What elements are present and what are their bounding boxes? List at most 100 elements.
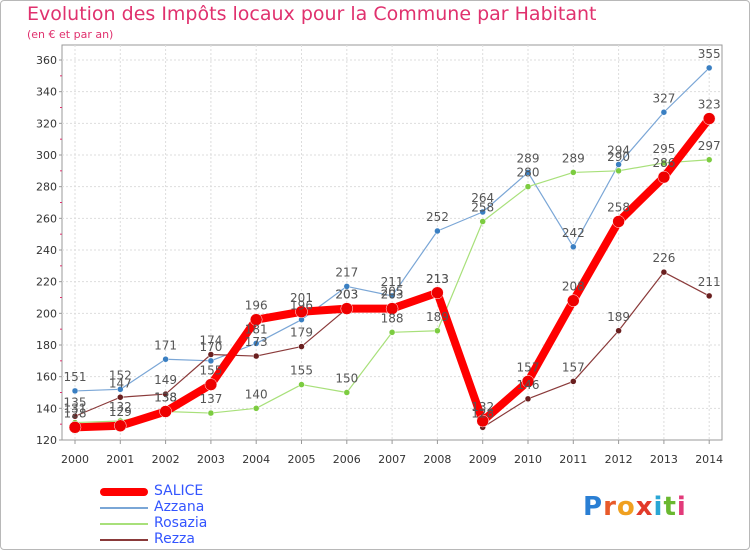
data-point-rezza [615, 327, 622, 334]
data-label-rezza: 157 [562, 360, 585, 374]
x-tick-label: 2003 [197, 453, 225, 466]
data-label-salice: 323 [698, 98, 721, 112]
data-label-rezza: 189 [607, 310, 630, 324]
data-point-salice [159, 405, 172, 418]
data-label-azzana: 170 [199, 340, 222, 354]
data-point-azzana [615, 161, 622, 168]
y-tick-label: 160 [36, 371, 57, 384]
x-tick-label: 2000 [61, 453, 89, 466]
y-tick-label: 280 [36, 181, 57, 194]
data-label-azzana: 171 [154, 338, 177, 352]
data-point-azzana [162, 356, 169, 363]
data-label-salice: 132 [471, 400, 494, 414]
data-point-rosazia [524, 183, 532, 190]
data-label-azzana: 264 [471, 191, 494, 205]
y-tick-label: 220 [36, 276, 57, 289]
y-tick-label: 260 [36, 212, 57, 225]
data-label-rosazia: 258 [471, 201, 494, 215]
data-label-rezza: 173 [245, 335, 268, 349]
data-point-salice [476, 414, 489, 428]
legend-swatch-salice [100, 488, 148, 496]
data-point-salice [657, 170, 671, 184]
x-tick-label: 2001 [106, 453, 134, 466]
data-label-salice: 286 [652, 156, 675, 170]
data-point-azzana [479, 208, 486, 216]
data-label-azzana: 152 [109, 368, 132, 382]
data-label-salice: 213 [426, 272, 449, 286]
data-label-azzana: 289 [517, 151, 540, 165]
data-point-azzana [524, 169, 532, 176]
data-point-rezza [570, 378, 577, 385]
data-label-rosazia: 297 [698, 139, 721, 153]
data-point-rosazia [434, 327, 441, 334]
data-point-rezza [117, 394, 124, 401]
data-label-rosazia: 280 [517, 166, 540, 180]
data-point-azzana [388, 292, 396, 300]
data-point-rosazia [660, 159, 668, 167]
data-point-salice [249, 313, 263, 326]
data-point-rosazia [570, 169, 577, 176]
data-label-rosazia: 131 [64, 402, 87, 416]
data-point-rezza [705, 292, 713, 300]
legend-label-rezza: Rezza [154, 531, 195, 547]
data-label-azzana: 181 [245, 322, 268, 336]
data-label-rosazia: 137 [199, 392, 222, 406]
y-tick-label: 180 [36, 339, 57, 352]
chart-subtitle: (en € et par an) [27, 28, 114, 41]
y-tick-label: 140 [36, 402, 57, 415]
data-label-rosazia: 290 [607, 150, 630, 164]
x-tick-label: 2010 [514, 453, 542, 466]
data-label-salice: 201 [290, 291, 313, 305]
data-label-rezza: 135 [64, 395, 87, 409]
data-point-azzana [570, 243, 577, 251]
data-point-azzana [705, 64, 713, 72]
data-point-rezza [207, 351, 215, 358]
data-label-rosazia: 189 [426, 310, 449, 324]
data-label-rezza: 179 [290, 326, 313, 340]
data-point-rosazia [615, 167, 622, 175]
data-label-rezza: 174 [199, 334, 222, 348]
data-point-salice [702, 112, 716, 125]
data-point-rosazia [207, 409, 215, 417]
data-point-rosazia [252, 405, 260, 412]
data-label-salice: 203 [381, 288, 404, 302]
data-label-rosazia: 132 [109, 400, 132, 414]
legend-label-rosazia: Rosazia [154, 515, 208, 531]
data-point-salice [204, 378, 218, 391]
data-point-rezza [71, 413, 79, 420]
data-point-salice [567, 294, 580, 307]
legend-label-salice: SALICE [154, 483, 204, 499]
data-label-rosazia: 188 [381, 311, 404, 325]
legend-item-rezza: Rezza [100, 531, 300, 548]
data-point-salice [431, 286, 444, 299]
data-label-rezza: 203 [335, 288, 358, 302]
x-tick-label: 2007 [378, 453, 406, 466]
x-tick-label: 2009 [469, 453, 497, 466]
x-tick-label: 2011 [559, 453, 587, 466]
y-tick-label: 120 [36, 434, 57, 447]
legend-item-salice: SALICE [100, 483, 300, 500]
y-tick-label: 240 [36, 244, 57, 257]
chart-title: Evolution des Impôts locaux pour la Comm… [27, 3, 597, 25]
legend-swatch-rosazia [100, 523, 148, 525]
data-label-rezza: 147 [109, 376, 132, 390]
y-tick-label: 300 [36, 149, 57, 162]
y-tick-label: 360 [36, 54, 57, 67]
data-point-salice [340, 302, 354, 315]
data-label-salice: 129 [109, 405, 132, 419]
data-point-rosazia [298, 381, 305, 388]
data-label-rosazia: 155 [290, 364, 313, 378]
x-tick-label: 2006 [333, 453, 361, 466]
data-label-azzana: 151 [64, 370, 87, 384]
data-label-salice: 157 [517, 360, 540, 374]
data-point-salice [295, 305, 308, 318]
x-tick-label: 2014 [695, 453, 723, 466]
data-point-rosazia [479, 218, 486, 225]
data-label-rezza: 211 [698, 275, 721, 289]
y-tick-label: 340 [36, 86, 57, 99]
data-point-rezza [252, 352, 260, 360]
data-point-salice [68, 421, 82, 434]
data-label-azzana: 211 [381, 275, 404, 289]
data-label-rezza: 146 [517, 378, 540, 392]
